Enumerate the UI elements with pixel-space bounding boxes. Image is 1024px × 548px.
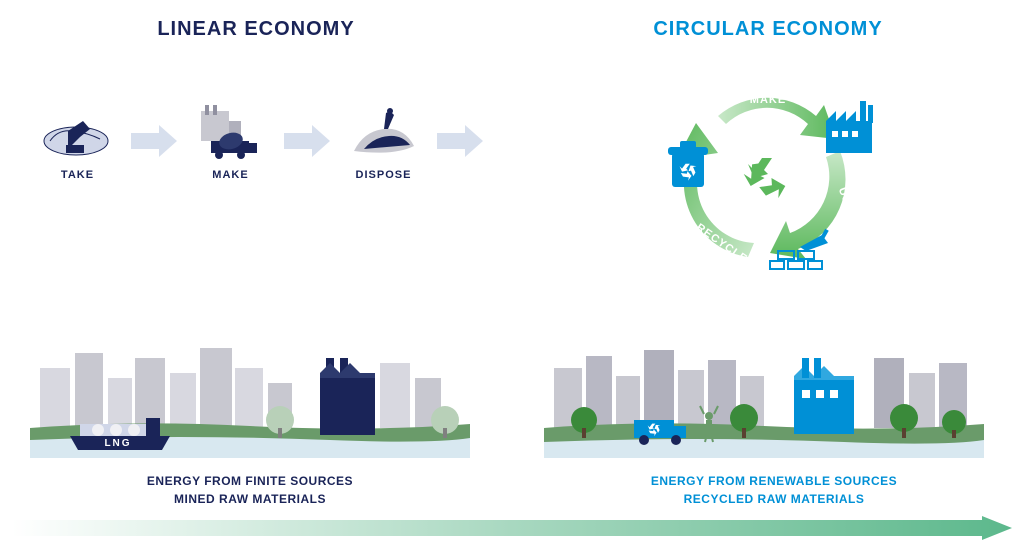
factory-icon	[826, 101, 873, 153]
step-dispose: DISPOSE	[336, 101, 431, 181]
circular-city-illustration	[544, 328, 984, 458]
circular-cycle-diagram: MAKE USE RECYCLE	[638, 61, 898, 291]
circular-caption-line2: RECYCLED RAW MATERIALS	[544, 490, 1004, 508]
take-icon	[38, 101, 118, 161]
take-label: TAKE	[61, 169, 94, 181]
make-label: MAKE	[212, 169, 248, 181]
linear-caption: ENERGY FROM FINITE SOURCES MINED RAW MAT…	[20, 472, 480, 508]
make-icon	[191, 101, 271, 161]
circular-caption-line1: ENERGY FROM RENEWABLE SOURCES	[544, 472, 1004, 490]
linear-city-illustration: LNG	[30, 328, 470, 458]
linear-caption-line2: MINED RAW MATERIALS	[20, 490, 480, 508]
infographic-container: LINEAR ECONOMY TAKE	[0, 0, 1024, 548]
recycle-bin-icon	[668, 141, 708, 187]
dispose-icon	[344, 101, 424, 161]
linear-caption-line1: ENERGY FROM FINITE SOURCES	[20, 472, 480, 490]
circular-panel: CIRCULAR ECONOMY	[512, 0, 1024, 548]
circular-title: CIRCULAR ECONOMY	[532, 18, 1004, 41]
step-make: MAKE	[183, 101, 278, 181]
svg-text:MAKE: MAKE	[750, 94, 786, 106]
linear-panel: LINEAR ECONOMY TAKE	[0, 0, 512, 548]
circular-caption: ENERGY FROM RENEWABLE SOURCES RECYCLED R…	[544, 472, 1004, 508]
arrow-icon	[282, 121, 332, 161]
step-take: TAKE	[30, 101, 125, 181]
arrow-icon	[129, 121, 179, 161]
dispose-label: DISPOSE	[356, 169, 412, 181]
linear-flow-row: TAKE	[20, 101, 492, 181]
linear-title: LINEAR ECONOMY	[20, 18, 492, 41]
arrow-icon	[435, 121, 485, 161]
ship-label-text: LNG	[104, 438, 131, 449]
timeline-arrow	[12, 516, 1012, 540]
